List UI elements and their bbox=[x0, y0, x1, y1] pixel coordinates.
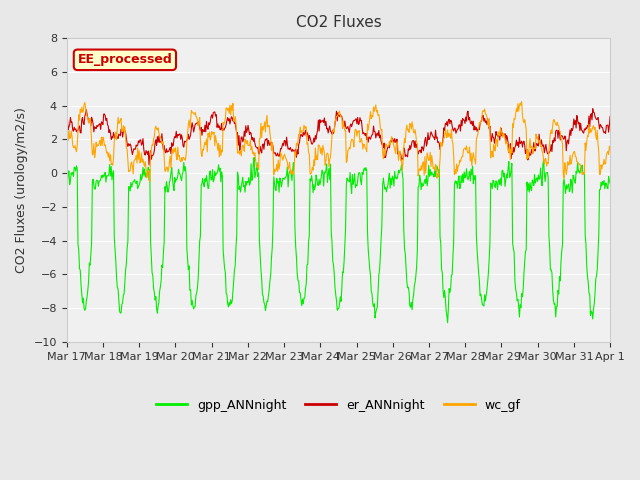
gpp_ANNnight bbox=[212, 170, 220, 176]
wc_gf bbox=[72, 149, 80, 155]
er_ANNnight bbox=[184, 132, 192, 137]
er_ANNnight bbox=[421, 137, 429, 143]
gpp_ANNnight bbox=[129, 181, 136, 187]
Y-axis label: CO2 Fluxes (urology/m2/s): CO2 Fluxes (urology/m2/s) bbox=[15, 107, 28, 273]
gpp_ANNnight bbox=[421, 177, 429, 182]
gpp_ANNnight bbox=[63, 174, 70, 180]
wc_gf bbox=[184, 121, 192, 127]
er_ANNnight bbox=[63, 121, 70, 127]
wc_gf bbox=[405, 130, 413, 135]
gpp_ANNnight bbox=[405, 289, 413, 295]
er_ANNnight bbox=[589, 106, 596, 111]
gpp_ANNnight bbox=[606, 180, 614, 186]
Line: wc_gf: wc_gf bbox=[67, 102, 610, 181]
gpp_ANNnight bbox=[72, 163, 80, 168]
Text: EE_processed: EE_processed bbox=[77, 53, 172, 66]
Legend: gpp_ANNnight, er_ANNnight, wc_gf: gpp_ANNnight, er_ANNnight, wc_gf bbox=[151, 394, 526, 417]
er_ANNnight bbox=[405, 147, 413, 153]
wc_gf bbox=[146, 179, 154, 184]
er_ANNnight bbox=[213, 124, 221, 130]
gpp_ANNnight bbox=[184, 256, 191, 262]
wc_gf bbox=[63, 132, 70, 137]
er_ANNnight bbox=[72, 129, 80, 135]
er_ANNnight bbox=[145, 162, 153, 168]
Line: er_ANNnight: er_ANNnight bbox=[67, 108, 610, 165]
wc_gf bbox=[421, 154, 429, 159]
Line: gpp_ANNnight: gpp_ANNnight bbox=[67, 157, 610, 323]
er_ANNnight bbox=[129, 152, 136, 157]
gpp_ANNnight bbox=[444, 320, 451, 325]
Title: CO2 Fluxes: CO2 Fluxes bbox=[296, 15, 381, 30]
er_ANNnight bbox=[606, 114, 614, 120]
wc_gf bbox=[606, 147, 614, 153]
wc_gf bbox=[518, 99, 525, 105]
gpp_ANNnight bbox=[250, 155, 258, 160]
wc_gf bbox=[129, 164, 136, 169]
wc_gf bbox=[213, 141, 221, 146]
